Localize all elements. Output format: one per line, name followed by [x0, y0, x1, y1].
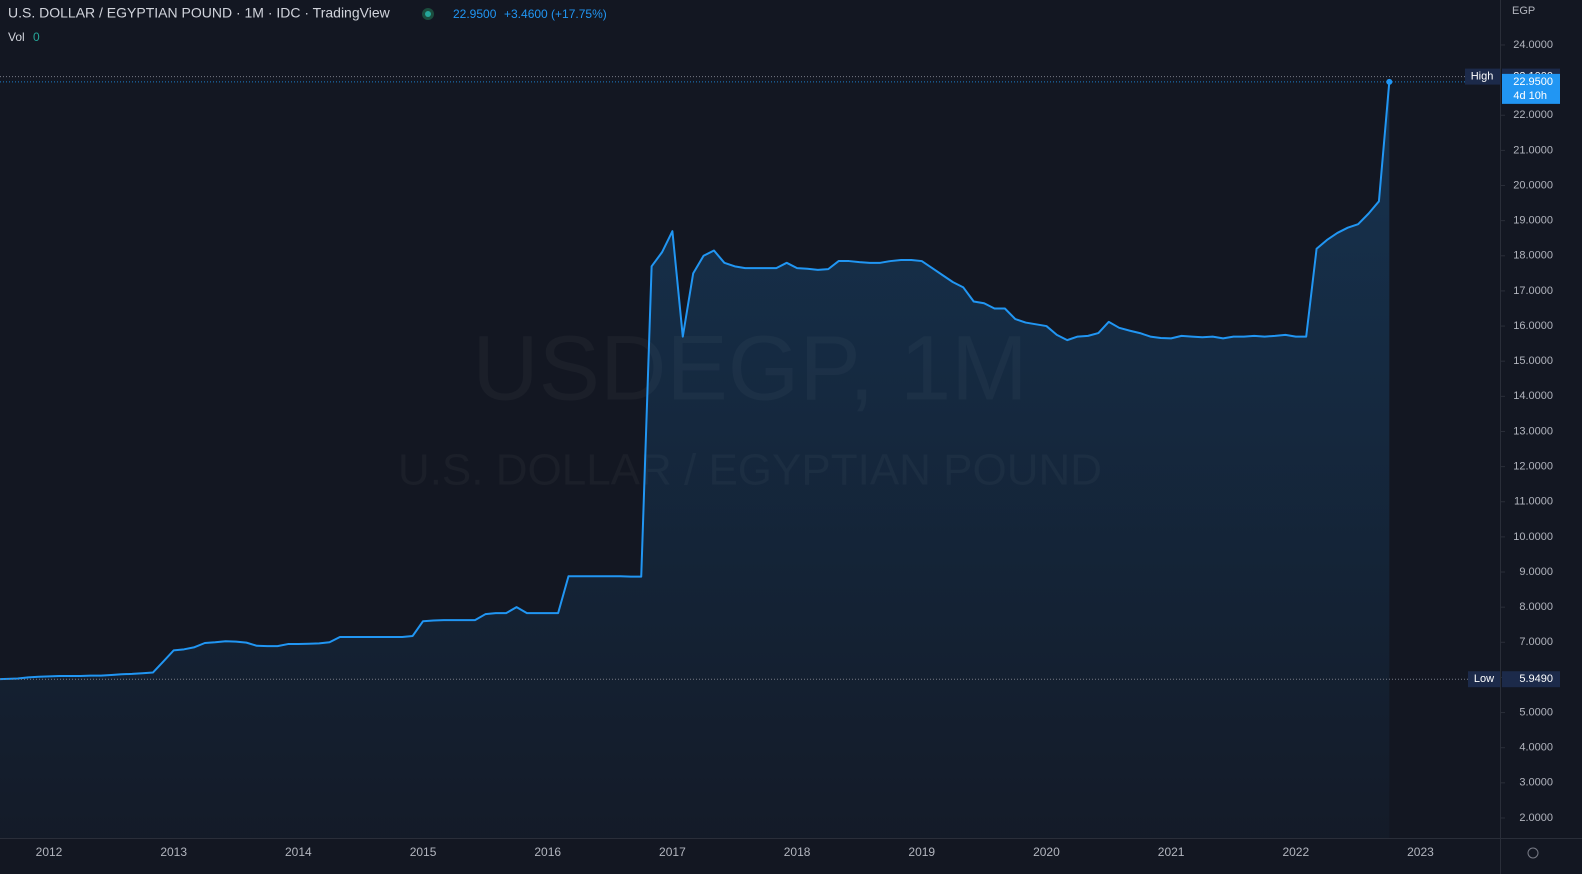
last-price-box: [1502, 73, 1560, 104]
y-tick-label: 14.0000: [1513, 390, 1553, 402]
currency-selector[interactable]: EGP: [1512, 5, 1535, 17]
high-badge: [1465, 68, 1500, 85]
x-tick-label: 2015: [410, 845, 437, 859]
bar-countdown: 4d 10h: [1513, 90, 1547, 102]
y-tick-label: 17.0000: [1513, 285, 1553, 297]
x-tick-label: 2022: [1282, 845, 1309, 859]
x-tick-label: 2020: [1033, 845, 1060, 859]
last-price-value: 22.9500: [1513, 76, 1553, 88]
y-tick-label: 2.0000: [1519, 812, 1553, 824]
price-change: +3.4600 (+17.75%): [504, 7, 607, 21]
y-tick-label: 15.0000: [1513, 355, 1553, 367]
y-tick-label: 21.0000: [1513, 144, 1553, 156]
y-tick-label: 3.0000: [1519, 777, 1553, 789]
x-tick-label: 2018: [784, 845, 811, 859]
y-tick-label: 13.0000: [1513, 425, 1553, 437]
x-tick-label: 2021: [1158, 845, 1185, 859]
symbol-title: U.S. DOLLAR / EGYPTIAN POUND · 1M · IDC …: [8, 5, 391, 21]
low-badge-label: Low: [1474, 673, 1494, 685]
x-tick-label: 2023: [1407, 845, 1434, 859]
x-tick-label: 2016: [534, 845, 561, 859]
y-tick-label: 22.0000: [1513, 109, 1553, 121]
y-tick-label: 9.0000: [1519, 566, 1553, 578]
low-value-box: [1502, 671, 1560, 688]
x-tick-label: 2012: [36, 845, 63, 859]
volume-value: 0: [33, 30, 40, 44]
y-tick-label: 12.0000: [1513, 461, 1553, 473]
y-tick-label: 4.0000: [1519, 742, 1553, 754]
y-tick-label: 8.0000: [1519, 601, 1553, 613]
high-badge-label: High: [1471, 71, 1494, 83]
x-tick-label: 2017: [659, 845, 686, 859]
price-line: [0, 81, 1391, 681]
low-value: 5.9490: [1519, 673, 1553, 685]
y-tick-label: 20.0000: [1513, 179, 1553, 191]
y-tick-label: 11.0000: [1514, 496, 1553, 508]
last-price: 22.9500: [453, 7, 497, 21]
x-tick-label: 2019: [908, 845, 935, 859]
y-tick-label: 7.0000: [1519, 636, 1553, 648]
y-tick-label: 24.0000: [1513, 39, 1553, 51]
status-dot: [425, 11, 431, 17]
x-tick-label: 2013: [160, 845, 187, 859]
y-tick-label: 18.0000: [1513, 250, 1553, 262]
settings-icon[interactable]: [1527, 847, 1539, 859]
y-tick-label: 10.0000: [1513, 531, 1553, 543]
y-tick-label: 16.0000: [1513, 320, 1553, 332]
x-tick-label: 2014: [285, 845, 312, 859]
y-tick-label: 19.0000: [1513, 215, 1553, 227]
area-fill: [0, 81, 1390, 838]
low-badge: [1468, 671, 1500, 688]
y-tick-label: 5.0000: [1519, 706, 1553, 718]
volume-label: Vol: [8, 30, 25, 44]
